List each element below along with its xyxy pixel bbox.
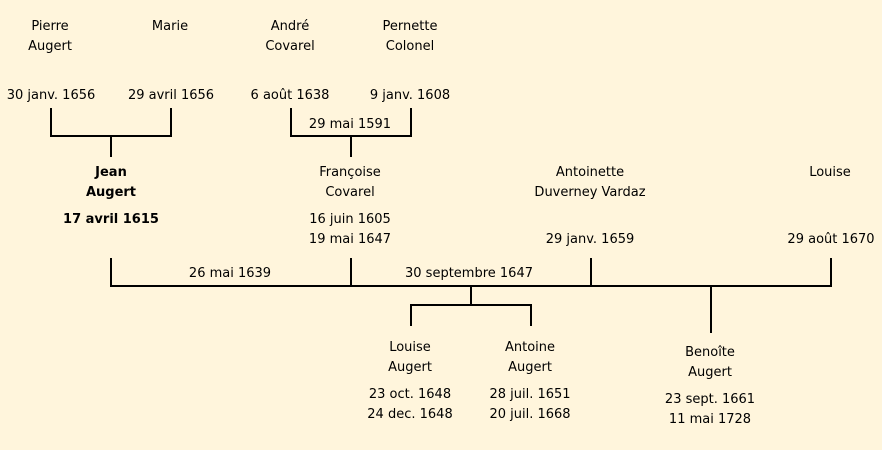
last-name: Augert [688, 365, 732, 380]
dates: 28 juil. 1651 20 juil. 1668 [489, 385, 570, 425]
parents-jean-connector [50, 108, 172, 157]
birth-date: 23 oct. 1648 [368, 387, 452, 402]
first-name: Antoinette [555, 165, 625, 180]
death-date: 24 dec. 1648 [367, 407, 453, 422]
death-date: 19 mai 1647 [308, 232, 392, 247]
last-name: Augert [388, 360, 432, 375]
marriage-date: 26 mai 1639 [188, 266, 272, 281]
marriage-date: 30 septembre 1647 [405, 266, 533, 281]
first-name: Benoîte [685, 345, 735, 360]
marriage-date: 29 mai 1591 [308, 117, 392, 132]
first-name: Antoine [504, 340, 556, 355]
first-name: Pierre [31, 19, 69, 34]
person-pierre-augert: Pierre Augert [28, 17, 72, 57]
birth-date: 6 août 1638 [250, 88, 330, 103]
person-francoise-covarel: Françoise Covarel [319, 163, 381, 203]
first-name: Louise [389, 340, 431, 355]
birth-date: 30 janv. 1656 [6, 88, 96, 103]
person-louise: Louise [809, 163, 851, 183]
person-antoine-augert: Antoine Augert [505, 338, 555, 378]
dates: 16 juin 1605 19 mai 1647 [309, 210, 391, 250]
death-date: 11 mai 1728 [668, 412, 752, 427]
birth-date: 28 juil. 1651 [489, 387, 571, 402]
first-name: Marie [151, 19, 189, 34]
death-date: 20 juil. 1668 [489, 407, 571, 422]
first-name: Jean [95, 165, 127, 180]
parents-francoise-connector [290, 108, 412, 157]
person-pernette-colonel: Pernette Colonel [383, 17, 438, 57]
last-name: Augert [28, 39, 72, 54]
last-name: Covarel [265, 39, 315, 54]
first-name: Louise [809, 165, 851, 180]
last-name: Duverney Vardaz [534, 185, 646, 200]
birth-date: 17 avril 1615 [63, 212, 159, 227]
person-andre-covarel: André Covarel [265, 17, 314, 57]
person-antoinette-duverney-vardaz: Antoinette Duverney Vardaz [534, 163, 645, 203]
dates: 23 sept. 1661 11 mai 1728 [665, 390, 755, 430]
date: 29 août 1670 [787, 232, 875, 247]
birth-date: 23 sept. 1661 [664, 392, 756, 407]
first-name: André [270, 19, 310, 34]
last-name: Augert [508, 360, 552, 375]
birth-date: 9 janv. 1608 [369, 88, 451, 103]
birth-date: 29 avril 1656 [127, 88, 215, 103]
person-marie: Marie [152, 17, 188, 37]
person-jean-augert: Jean Augert [86, 163, 136, 203]
date: 29 janv. 1659 [545, 232, 635, 247]
last-name: Colonel [385, 39, 435, 54]
last-name: Covarel [325, 185, 375, 200]
last-name: Augert [85, 185, 137, 200]
first-name: Françoise [319, 165, 381, 180]
dates: 23 oct. 1648 24 dec. 1648 [367, 385, 452, 425]
person-louise-augert: Louise Augert [388, 338, 432, 378]
birth-date: 16 juin 1605 [309, 212, 391, 227]
children-louise-antoine-connector [410, 286, 532, 326]
first-name: Pernette [382, 19, 438, 34]
person-benoite-augert: Benoîte Augert [685, 343, 735, 383]
